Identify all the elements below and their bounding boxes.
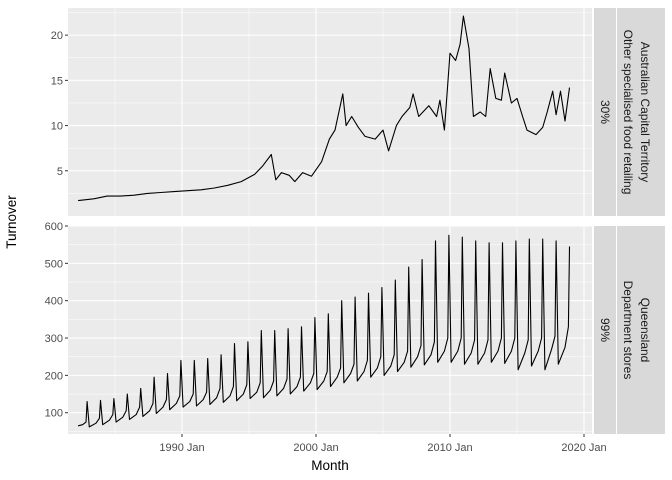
y-tick-label: 10 — [51, 121, 63, 133]
x-tick-label: 2000 Jan — [293, 442, 338, 454]
y-tick-label: 5 — [57, 166, 63, 178]
facet-strip-label: 99% — [598, 318, 612, 342]
y-tick-label: 500 — [45, 258, 63, 270]
y-tick-label: 200 — [45, 370, 63, 382]
x-tick-label: 2020 Jan — [561, 442, 606, 454]
facet-strip — [617, 8, 665, 216]
facet-strip-label: 30% — [598, 100, 612, 124]
facet-strip — [617, 226, 665, 434]
y-tick-label: 15 — [51, 75, 63, 87]
y-tick-label: 20 — [51, 30, 63, 42]
y-tick-label: 400 — [45, 296, 63, 308]
series-line — [78, 15, 571, 202]
panel-background — [68, 8, 592, 216]
facet-strip-label: Department stores — [621, 281, 635, 380]
facet-strip — [594, 226, 616, 434]
y-axis-title: Turnover — [4, 195, 19, 249]
y-tick-label: 100 — [45, 408, 63, 420]
y-tick-label: 600 — [45, 221, 63, 233]
facet-strip-label: Australian Capital Territory — [638, 42, 652, 183]
x-axis-title: Month — [311, 458, 349, 473]
x-tick-label: 2010 Jan — [427, 442, 472, 454]
facet-strip-label: Queensland — [638, 298, 652, 363]
facet-strip-label: Other specialised food retailing — [621, 30, 635, 195]
panel-background — [68, 226, 592, 434]
facet-strip — [594, 8, 616, 216]
series-line — [77, 234, 571, 428]
y-tick-label: 300 — [45, 333, 63, 345]
x-tick-label: 1990 Jan — [159, 442, 204, 454]
